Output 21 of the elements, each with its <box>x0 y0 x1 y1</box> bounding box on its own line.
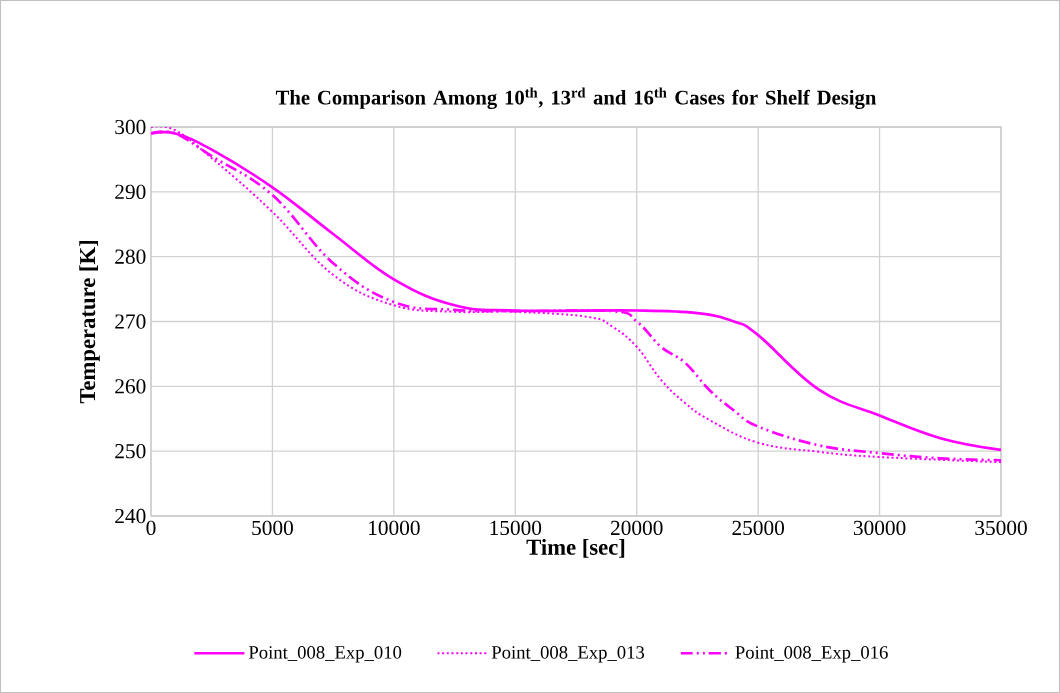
x-tick-label: 30000 <box>853 520 906 536</box>
y-tick-label: 300 <box>115 119 146 135</box>
x-tick-label: 10000 <box>369 520 420 536</box>
x-tick-label: 35000 <box>975 520 1027 536</box>
x-tick-label: 5000 <box>252 520 293 536</box>
y-tick-label: 290 <box>115 184 146 200</box>
legend-label: Point_008_Exp_010 <box>248 646 402 663</box>
x-axis-title: Time [sec] <box>526 538 625 558</box>
x-tick-label: 20000 <box>610 520 663 536</box>
y-tick-label: 240 <box>115 508 146 524</box>
y-tick-label: 280 <box>115 249 146 264</box>
y-tick-label: 250 <box>115 443 146 459</box>
chart-title: The Comparison Among 10$^{th}$, 13$^{rd}$ and 16$^{th}$ Cases for Shelf Design <box>275 87 877 109</box>
legend-label: Point_008_Exp_013 <box>491 646 645 663</box>
y-tick-label: 270 <box>115 314 146 329</box>
x-tick-label: 0 <box>146 520 156 536</box>
y-tick-label: 260 <box>115 379 146 394</box>
y-axis-title: Temperature [K] <box>79 241 100 404</box>
legend-label: Point_008_Exp_016 <box>735 646 888 663</box>
x-tick-label: 25000 <box>732 520 784 536</box>
x-tick-label: 15000 <box>490 520 542 536</box>
